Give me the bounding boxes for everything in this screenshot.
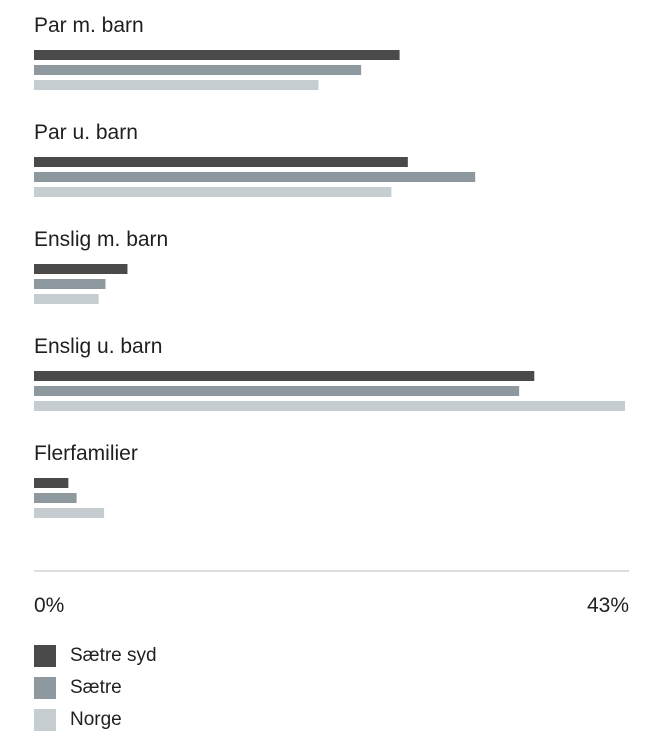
bar-sætre (34, 65, 362, 75)
legend-swatch (34, 645, 56, 667)
legend-item: Sætre syd (34, 640, 157, 672)
category-group: Flerfamilier (34, 442, 138, 518)
category-label: Enslig u. barn (34, 335, 162, 358)
x-tick-label: 0% (34, 594, 64, 617)
bar-norge (34, 187, 392, 197)
category-group: Enslig m. barn (34, 228, 168, 304)
legend: Sætre syd Sætre Norge (34, 640, 157, 736)
category-group: Par u. barn (34, 121, 476, 197)
bar-sætre (34, 172, 476, 182)
bar-norge (34, 80, 319, 90)
bar-sætre-syd (34, 157, 408, 167)
bar-norge (34, 508, 105, 518)
legend-label: Sætre syd (70, 645, 157, 666)
category-label: Par m. barn (34, 14, 144, 37)
bar-sætre-syd (34, 50, 400, 60)
category-label: Flerfamilier (34, 442, 138, 465)
bar-sætre (34, 493, 77, 503)
bar-chart: Par m. barn Par u. barn Enslig m. barn Ensl… (34, 14, 629, 617)
legend-swatch (34, 709, 56, 731)
legend-label: Norge (70, 709, 122, 730)
bar-sætre-syd (34, 371, 535, 381)
bar-sætre (34, 386, 520, 396)
bar-sætre-syd (34, 264, 128, 274)
legend-item: Norge (34, 704, 157, 736)
bar-sætre (34, 279, 106, 289)
x-tick-label: 43% (587, 594, 629, 617)
bar-norge (34, 294, 99, 304)
bar-sætre-syd (34, 478, 69, 488)
category-label: Par u. barn (34, 121, 138, 144)
bar-norge (34, 401, 625, 411)
category-label: Enslig m. barn (34, 228, 168, 251)
bars-layer: Par m. barn Par u. barn Enslig m. barn Ensl… (34, 14, 625, 518)
legend-item: Sætre (34, 672, 157, 704)
category-group: Enslig u. barn (34, 335, 625, 411)
ticks-layer: 0% 43% (34, 594, 629, 617)
legend-swatch (34, 677, 56, 699)
legend-label: Sætre (70, 677, 122, 698)
category-group: Par m. barn (34, 14, 400, 90)
